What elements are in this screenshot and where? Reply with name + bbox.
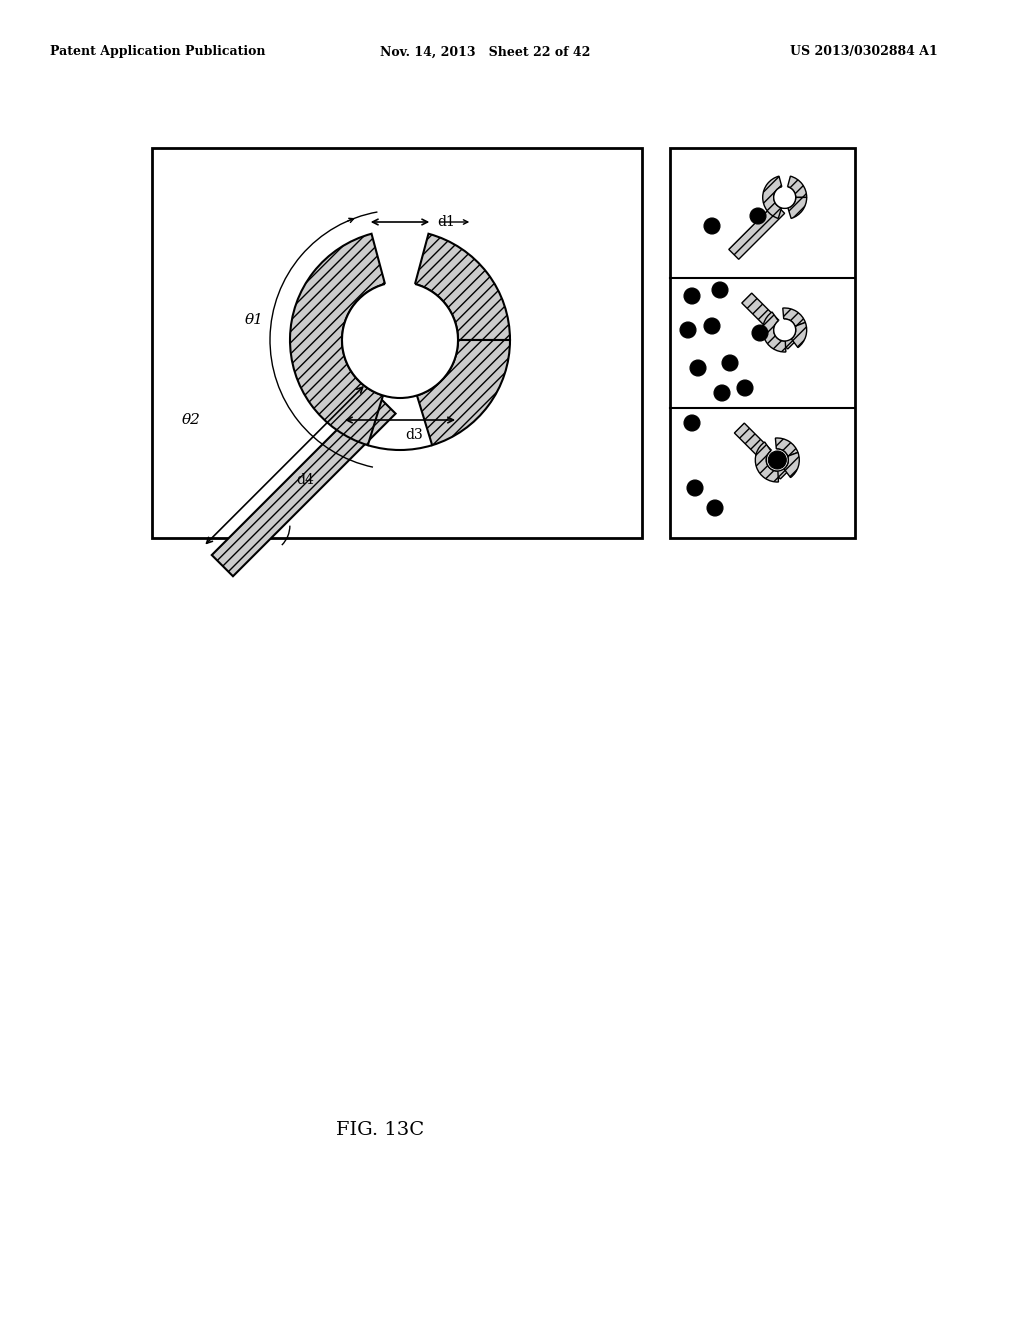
- Wedge shape: [787, 176, 807, 198]
- Bar: [670, 148, 855, 539]
- Text: FIG. 13C: FIG. 13C: [336, 1121, 424, 1139]
- Circle shape: [680, 322, 696, 338]
- Circle shape: [774, 186, 796, 209]
- Circle shape: [766, 449, 788, 471]
- Text: d4: d4: [297, 474, 314, 487]
- Wedge shape: [784, 453, 800, 478]
- Circle shape: [737, 380, 753, 396]
- Text: d3: d3: [406, 428, 423, 442]
- Polygon shape: [741, 293, 798, 348]
- Wedge shape: [792, 322, 807, 347]
- Wedge shape: [782, 308, 805, 326]
- Circle shape: [342, 282, 458, 399]
- Circle shape: [752, 325, 768, 341]
- Circle shape: [705, 318, 720, 334]
- Circle shape: [712, 282, 728, 298]
- Wedge shape: [756, 442, 778, 482]
- Polygon shape: [734, 424, 791, 479]
- Circle shape: [687, 480, 703, 496]
- Circle shape: [714, 385, 730, 401]
- Circle shape: [750, 209, 766, 224]
- Bar: [152, 148, 642, 539]
- Text: Patent Application Publication: Patent Application Publication: [50, 45, 265, 58]
- Wedge shape: [417, 341, 510, 445]
- Circle shape: [684, 414, 700, 432]
- Text: θ1: θ1: [245, 313, 264, 327]
- Wedge shape: [415, 234, 510, 341]
- Polygon shape: [212, 392, 395, 577]
- Text: d1: d1: [437, 215, 455, 228]
- Wedge shape: [290, 234, 385, 445]
- Circle shape: [690, 360, 706, 376]
- Text: US 2013/0302884 A1: US 2013/0302884 A1: [790, 45, 938, 58]
- Text: Nov. 14, 2013   Sheet 22 of 42: Nov. 14, 2013 Sheet 22 of 42: [380, 45, 591, 58]
- Text: θ2: θ2: [182, 413, 201, 426]
- Circle shape: [705, 218, 720, 234]
- Wedge shape: [787, 198, 807, 218]
- Wedge shape: [775, 438, 798, 457]
- Polygon shape: [729, 203, 784, 259]
- Circle shape: [684, 288, 700, 304]
- Circle shape: [774, 319, 796, 341]
- Wedge shape: [763, 176, 782, 218]
- Circle shape: [722, 355, 738, 371]
- Wedge shape: [763, 312, 785, 352]
- Circle shape: [768, 451, 786, 469]
- Circle shape: [707, 500, 723, 516]
